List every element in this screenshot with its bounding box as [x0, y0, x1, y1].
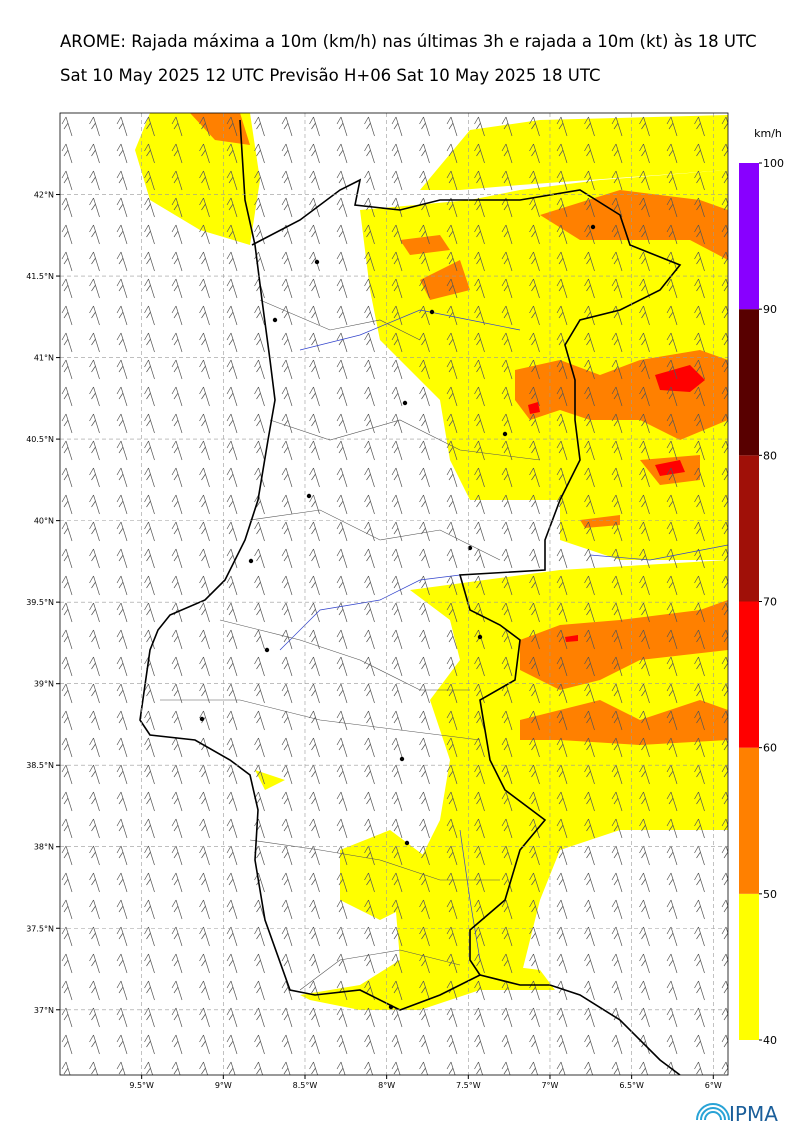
- colorbar-segment: [739, 455, 759, 602]
- colorbar-unit: km/h: [754, 127, 782, 140]
- logo-text: IPMA: [729, 1102, 778, 1126]
- y-tick-label: 42°N: [34, 191, 54, 200]
- x-tick-label: 9.5°W: [129, 1081, 154, 1090]
- y-tick-label: 41°N: [34, 354, 54, 363]
- y-tick-label: 38.5°N: [26, 761, 54, 770]
- y-tick-label: 41.5°N: [26, 272, 54, 281]
- x-tick-label: 9°W: [215, 1081, 232, 1090]
- map-frame: [59, 112, 729, 1076]
- y-tick-label: 39°N: [34, 680, 54, 689]
- border: [251, 178, 682, 976]
- colorbar-label: 60: [763, 742, 777, 755]
- colorbar-label: 100: [763, 157, 784, 170]
- cities: [199, 224, 596, 1010]
- district-boundaries: [160, 299, 541, 991]
- coastline: [139, 119, 681, 1075]
- y-tick-label: 40°N: [34, 517, 54, 526]
- y-tick-label: 40.5°N: [26, 435, 54, 444]
- colorbar-segment: [739, 601, 759, 748]
- x-tick-label: 8°W: [378, 1081, 395, 1090]
- x-tick-label: 6.5°W: [619, 1081, 644, 1090]
- x-tick-label: 7°W: [541, 1081, 558, 1090]
- x-tick-label: 8.5°W: [293, 1081, 318, 1090]
- y-tick-label: 38°N: [34, 843, 54, 852]
- colorbar: 40 50 60 70 80 90 100: [739, 157, 784, 1047]
- y-tick-label: 39.5°N: [26, 598, 54, 607]
- colorbar-label: 50: [763, 888, 777, 901]
- subtitle: Sat 10 May 2025 12 UTC Previsão H+06 Sat…: [60, 66, 601, 85]
- colorbar-label: 70: [763, 596, 777, 609]
- map: [60, 113, 728, 1075]
- grid: 9.5°W 9°W 8.5°W 8°W 7.5°W 7°W 6.5°W 6°W 42°N 41.5…: [26, 113, 728, 1090]
- colorbar-label: 40: [763, 1034, 777, 1047]
- colorbar-segment: [739, 747, 759, 894]
- title: AROME: Rajada máxima a 10m (km/h) nas úl…: [60, 32, 757, 51]
- y-tick-label: 37°N: [34, 1006, 54, 1015]
- colorbar-segment: [739, 309, 759, 456]
- y-tick-label: 37.5°N: [26, 924, 54, 933]
- colorbar-label: 90: [763, 303, 777, 316]
- x-tick-label: 7.5°W: [456, 1081, 481, 1090]
- colorbar-segment: [739, 163, 759, 310]
- logo: IPMA: [696, 1102, 778, 1126]
- colorbar-segment: [739, 893, 759, 1040]
- x-tick-label: 6°W: [705, 1081, 722, 1090]
- wind-barbs: [60, 113, 728, 1075]
- colorbar-label: 80: [763, 449, 777, 462]
- river: [279, 309, 728, 961]
